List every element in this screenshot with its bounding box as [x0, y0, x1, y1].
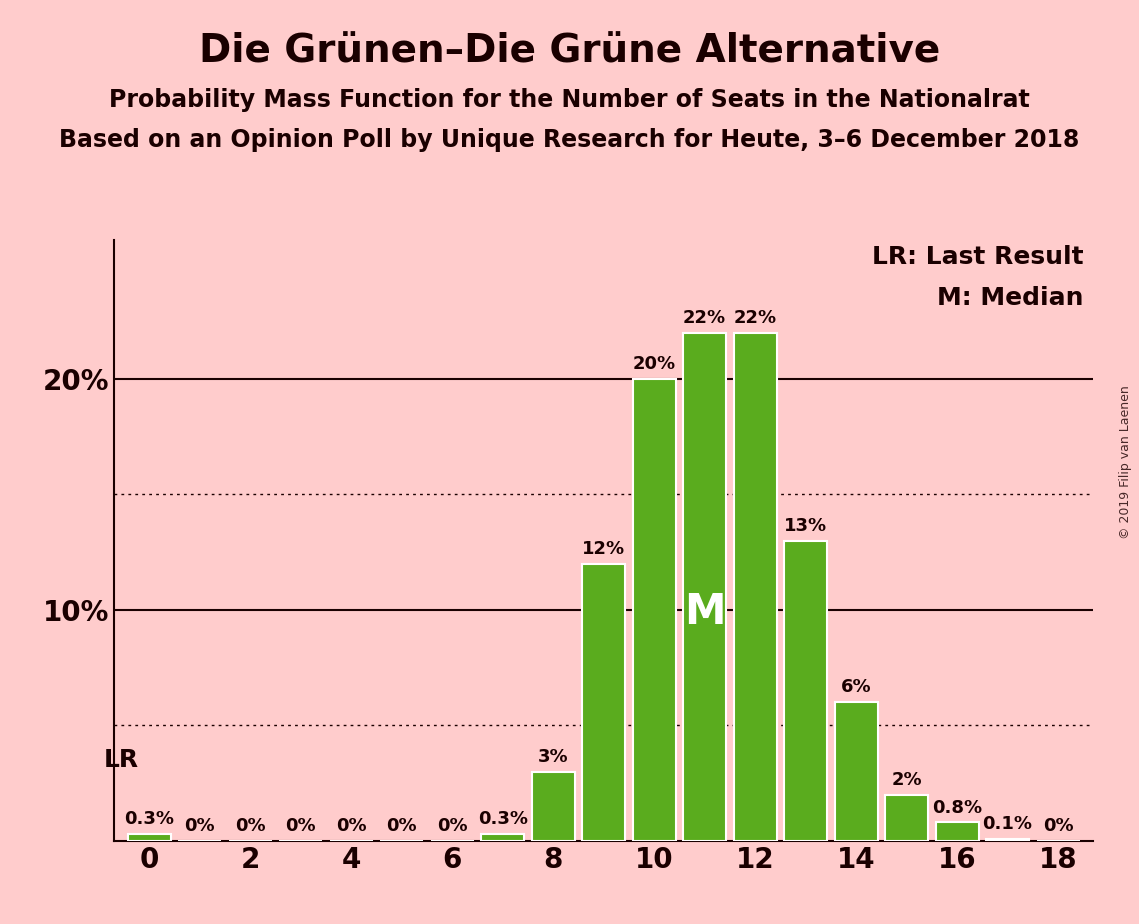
Bar — [784, 541, 827, 841]
Text: 0%: 0% — [386, 817, 417, 835]
Bar — [986, 839, 1029, 841]
Text: Die Grünen–Die Grüne Alternative: Die Grünen–Die Grüne Alternative — [199, 32, 940, 70]
Text: 0.1%: 0.1% — [983, 815, 1033, 833]
Bar — [935, 822, 978, 841]
Text: 0.8%: 0.8% — [932, 798, 982, 817]
Bar — [885, 795, 928, 841]
Text: Based on an Opinion Poll by Unique Research for Heute, 3–6 December 2018: Based on an Opinion Poll by Unique Resea… — [59, 128, 1080, 152]
Text: 22%: 22% — [683, 309, 727, 327]
Text: 0%: 0% — [437, 817, 467, 835]
Bar — [582, 564, 625, 841]
Text: 0%: 0% — [235, 817, 265, 835]
Bar — [734, 333, 777, 841]
Text: 0%: 0% — [336, 817, 367, 835]
Text: LR: LR — [104, 748, 139, 772]
Bar — [532, 772, 575, 841]
Text: 12%: 12% — [582, 540, 625, 558]
Bar — [128, 833, 171, 841]
Text: 0%: 0% — [185, 817, 215, 835]
Text: 0%: 0% — [286, 817, 316, 835]
Text: 0.3%: 0.3% — [477, 810, 527, 828]
Text: 3%: 3% — [538, 748, 568, 766]
Text: M: Median: M: Median — [937, 286, 1083, 310]
Text: © 2019 Filip van Laenen: © 2019 Filip van Laenen — [1118, 385, 1132, 539]
Text: 6%: 6% — [841, 678, 871, 697]
Text: 0%: 0% — [1043, 817, 1073, 835]
Text: 22%: 22% — [734, 309, 777, 327]
Text: LR: Last Result: LR: Last Result — [871, 245, 1083, 269]
Bar — [835, 702, 877, 841]
Text: 13%: 13% — [784, 517, 827, 535]
Bar — [632, 379, 675, 841]
Bar — [683, 333, 727, 841]
Text: Probability Mass Function for the Number of Seats in the Nationalrat: Probability Mass Function for the Number… — [109, 88, 1030, 112]
Bar — [482, 833, 524, 841]
Text: M: M — [683, 591, 726, 633]
Text: 2%: 2% — [892, 771, 921, 789]
Text: 0.3%: 0.3% — [124, 810, 174, 828]
Text: 20%: 20% — [632, 355, 675, 373]
